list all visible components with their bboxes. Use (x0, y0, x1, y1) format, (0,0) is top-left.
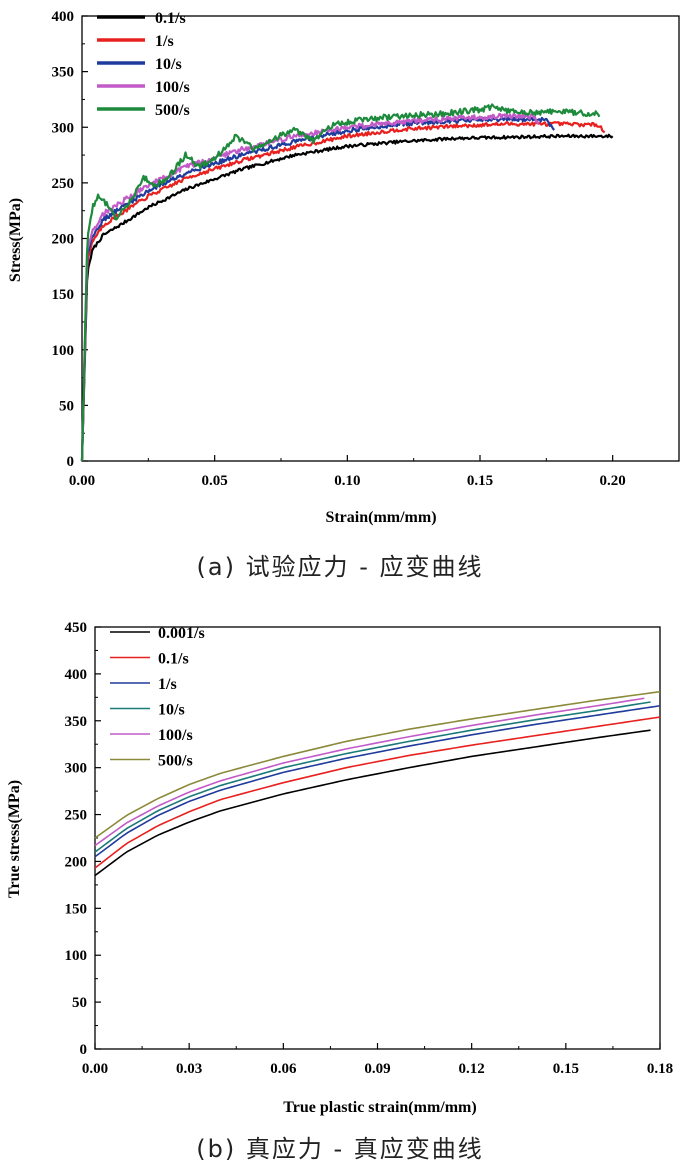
y-tick-label: 400 (52, 9, 75, 25)
y-tick-label: 50 (59, 398, 74, 414)
y-tick-label: 100 (52, 343, 75, 359)
x-tick-label: 0.06 (270, 1061, 297, 1077)
series-line-500-s (94, 690, 661, 839)
x-tick-label: 0.10 (334, 473, 360, 489)
series-line-0-1-s (80, 133, 614, 462)
y-tick-label: 50 (72, 995, 87, 1011)
x-tick-label: 0.12 (459, 1061, 485, 1077)
x-tick-label: 0.00 (69, 473, 95, 489)
x-tick-label: 0.03 (176, 1061, 202, 1077)
x-tick-label: 0.15 (553, 1061, 579, 1077)
y-tick-label: 200 (52, 232, 75, 248)
legend-label: 1/s (158, 676, 177, 693)
y-tick-label: 250 (65, 808, 88, 824)
figure-caption: (b) 真应力 - 真应变曲线 (196, 1135, 484, 1163)
legend-label: 100/s (155, 79, 190, 96)
x-tick-label: 0.15 (467, 473, 493, 489)
y-tick-label: 400 (65, 667, 88, 683)
y-tick-label: 100 (65, 948, 88, 964)
y-tick-label: 250 (52, 176, 75, 192)
legend: 0.001/s 0.1/s 1/s 10/s 100/s 500/s (110, 625, 205, 770)
x-tick-label: 0.09 (364, 1061, 390, 1077)
chart-panel-a: 0 50 100 150 200 250 300 350 400 0.00 0.05 0.10 0.15… (7, 9, 680, 526)
y-axis-title: True stress(MPa) (6, 780, 23, 898)
series-line-0-1-s (94, 716, 661, 869)
series-line-500-s (80, 103, 601, 462)
series-line-1-s (80, 121, 606, 462)
x-tick-label: 0.05 (202, 473, 228, 489)
legend-label: 500/s (155, 102, 190, 119)
legend-label: 0.001/s (158, 625, 205, 642)
legend-label: 1/s (155, 33, 174, 50)
y-tick-label: 0 (80, 1042, 88, 1058)
x-axis-title: True plastic strain(mm/mm) (283, 1099, 476, 1116)
y-tick-label: 450 (65, 620, 88, 636)
y-tick-label: 150 (52, 287, 75, 303)
series-line-10-s (80, 116, 556, 462)
y-tick-label: 200 (65, 854, 88, 870)
x-axis-title: Strain(mm/mm) (325, 509, 436, 526)
figure-caption: (a) 试验应力 - 应变曲线 (197, 553, 484, 581)
legend-label: 0.1/s (155, 10, 186, 27)
x-tick-label: 0.18 (647, 1061, 673, 1077)
y-axis-title: Stress(MPa) (7, 198, 24, 282)
y-tick-label: 350 (52, 65, 75, 81)
legend-label: 10/s (158, 702, 185, 719)
plot-frame (94, 626, 661, 1050)
x-tick-label: 0.20 (600, 473, 626, 489)
legend-label: 100/s (158, 727, 193, 744)
y-tick-label: 300 (52, 120, 75, 136)
y-tick-label: 150 (65, 901, 88, 917)
legend-label: 10/s (155, 56, 182, 73)
series-line-1-s (94, 704, 661, 858)
series-line-100-s (94, 697, 645, 847)
legend-label: 500/s (158, 753, 193, 770)
x-tick-label: 0.00 (82, 1061, 108, 1077)
legend-label: 0.1/s (158, 651, 189, 668)
series-line-10-s (94, 701, 651, 853)
y-tick-label: 350 (65, 714, 88, 730)
y-tick-label: 0 (67, 454, 75, 470)
series-line-100-s (80, 112, 540, 462)
legend: 0.1/s 1/s 10/s 100/s 500/s (97, 10, 190, 119)
y-tick-label: 300 (65, 761, 88, 777)
series-line-0-001-s (94, 729, 651, 877)
chart-panel-b: 0 50 100 150 200 250 300 350 400 450 0.00 0.03 0.06 0… (6, 620, 673, 1116)
